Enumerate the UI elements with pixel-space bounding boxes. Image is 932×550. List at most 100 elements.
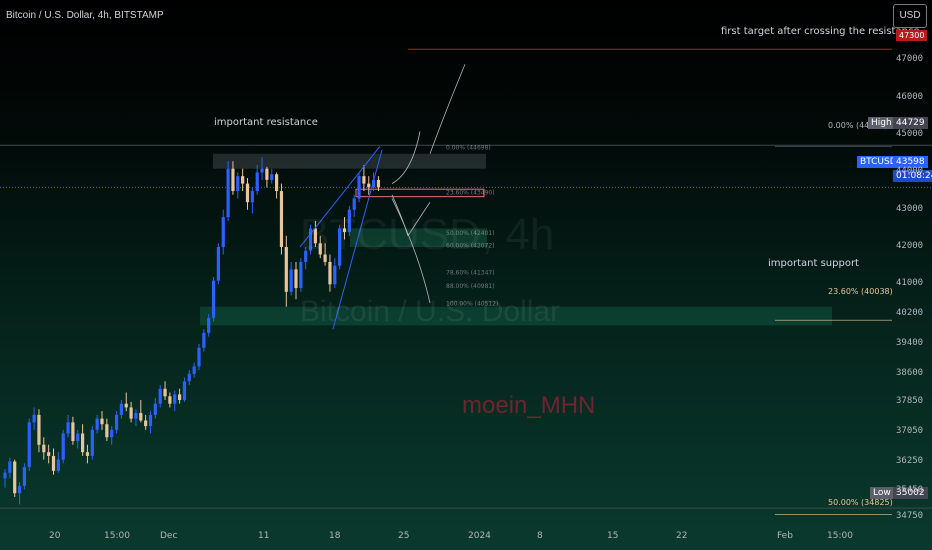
candle-body — [308, 228, 313, 251]
candle-body — [47, 452, 51, 456]
candle-body — [367, 183, 371, 188]
candle-body — [37, 414, 41, 445]
candle-body — [221, 217, 225, 248]
x-tick-label: 15:00 — [827, 531, 853, 541]
candle-body — [202, 332, 206, 348]
fib-level-1: 23.60% (43490) — [446, 189, 495, 196]
x-tick-label: 15 — [607, 531, 619, 541]
candle-body — [304, 250, 308, 262]
low-label: Low — [870, 487, 894, 499]
candle-body — [372, 179, 376, 188]
y-tick-label: 45000 — [896, 129, 924, 140]
fib-level-5: 88.00% (40981) — [446, 283, 495, 290]
candle-body — [187, 373, 191, 382]
candle-body — [95, 418, 99, 430]
y-tick-label: 40200 — [896, 308, 924, 319]
candle-body — [114, 414, 119, 430]
target-annotation: first target after crossing the resistan… — [721, 26, 920, 37]
candle-body — [197, 347, 201, 367]
y-tick-label: 37050 — [896, 425, 924, 436]
candle-body — [376, 179, 381, 188]
candle-body — [163, 388, 167, 397]
y-tick-label: 39400 — [896, 338, 924, 348]
candle-body — [100, 418, 104, 425]
candle-body — [134, 413, 138, 419]
candle-body — [148, 414, 153, 427]
fib-level-2: 50.00% (42401) — [446, 230, 495, 237]
fib-level-4: 78.60% (41347) — [446, 269, 495, 276]
candle-body — [270, 174, 274, 180]
candle-body — [279, 191, 284, 248]
golden-pocket-zone — [350, 228, 487, 248]
candle-body — [245, 183, 250, 203]
x-tick-label: 2024 — [468, 531, 491, 541]
projection-path-3 — [391, 194, 409, 236]
candle-body — [139, 413, 143, 421]
candle-body — [236, 176, 240, 192]
fib-level-0: 0.00% (44698) — [446, 144, 491, 151]
watermark-ticker: BTCUSD, 4h — [300, 210, 555, 259]
fib-top-label: 0.00% (44698) — [828, 121, 888, 130]
projection-path-5 — [391, 198, 431, 304]
candle-body — [66, 422, 70, 434]
candle-body — [352, 198, 356, 210]
y-tick-label: 36250 — [896, 455, 924, 466]
candle-body — [27, 422, 31, 468]
symbol-tag: BTCUSD — [857, 156, 900, 168]
candle-body — [153, 403, 157, 415]
candle-body — [8, 461, 12, 473]
candle-body — [124, 403, 128, 408]
candle-body — [76, 433, 80, 442]
y-tick-label: 37850 — [896, 395, 924, 406]
x-tick-label: 8 — [537, 531, 543, 541]
candle-body — [255, 172, 259, 192]
entry-box — [355, 188, 485, 198]
y-tick-label: 47000 — [896, 54, 924, 65]
y-tick-label: 35450 — [896, 485, 924, 496]
x-tick-label: 11 — [258, 531, 270, 541]
support-zone — [200, 306, 832, 326]
candle-body — [105, 424, 109, 438]
candle-body — [342, 228, 347, 233]
resistance-zone — [213, 153, 486, 169]
candle-body — [260, 168, 264, 173]
low-value: 35002 — [893, 487, 928, 499]
candle-body — [144, 420, 148, 427]
symbol-title: Bitcoin / U.S. Dollar, 4h, BITSTAMP — [6, 10, 164, 21]
candle-body — [13, 461, 17, 494]
projection-path-4 — [407, 202, 431, 237]
candle-body — [294, 269, 298, 289]
fib-low-label: 50.00% (34825) — [828, 498, 893, 507]
support-annotation: important support — [768, 258, 859, 269]
high-value: 44729 — [893, 117, 928, 129]
candle-body — [56, 459, 60, 471]
y-tick-label: 38600 — [896, 367, 924, 378]
x-tick-label: 15:00 — [104, 531, 130, 541]
candle-body — [22, 467, 26, 486]
candle-body — [226, 168, 230, 218]
candle-body — [323, 254, 327, 262]
candle-body — [182, 381, 187, 400]
candle-body — [216, 247, 220, 281]
x-tick-label: 20 — [49, 531, 61, 541]
candle-body — [231, 168, 235, 192]
x-tick-label: 18 — [329, 531, 341, 541]
wedge-upper-line — [299, 145, 381, 248]
candle-body — [207, 317, 211, 333]
candle-body — [85, 452, 90, 456]
countdown-tag: 01:08:24 — [893, 170, 932, 182]
candle-body — [32, 414, 36, 423]
candle-body — [158, 388, 162, 404]
x-tick-label: Feb — [777, 531, 793, 541]
candle-body — [250, 191, 254, 203]
candle-body — [265, 168, 269, 180]
wedge-lower-line — [332, 149, 383, 330]
y-tick-label: 34750 — [896, 511, 924, 522]
candle-body — [173, 394, 177, 404]
currency-button[interactable]: USD — [893, 4, 927, 28]
target-price-tag: 47300 — [896, 30, 928, 41]
resistance-annotation: important resistance — [214, 117, 318, 128]
candle-body — [168, 396, 172, 404]
